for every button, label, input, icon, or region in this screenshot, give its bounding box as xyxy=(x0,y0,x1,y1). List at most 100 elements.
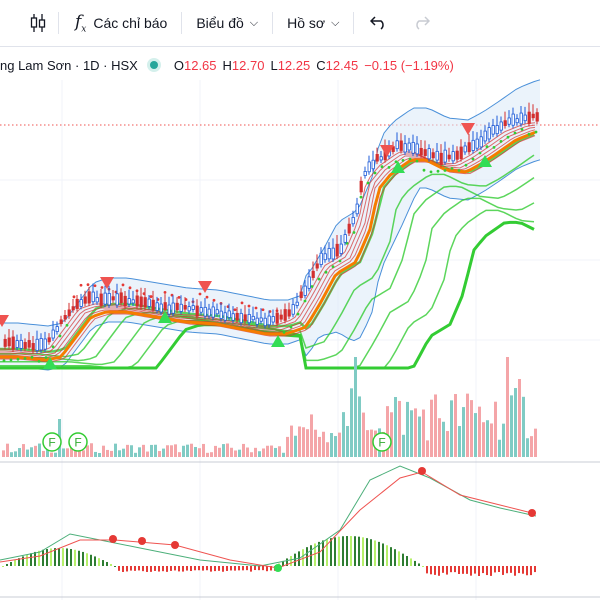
sar-dot xyxy=(212,298,216,302)
macd-histogram-bar xyxy=(530,566,532,576)
f-marker-label: F xyxy=(74,436,81,450)
macd-histogram-bar xyxy=(270,566,272,571)
symbol-title[interactable]: ng Lam Sơn · 1D · HSX xyxy=(0,57,138,73)
bollinger-lower-line xyxy=(0,159,541,371)
sar-dot xyxy=(254,306,258,310)
candle-body xyxy=(143,297,147,308)
candle-body xyxy=(199,307,203,313)
volume-bar xyxy=(150,444,153,457)
candle-body xyxy=(347,223,351,234)
macd-histogram-bar xyxy=(230,566,232,571)
macd-histogram-bar xyxy=(362,537,364,566)
macd-histogram-bar xyxy=(266,566,268,572)
volume-bar xyxy=(34,445,37,457)
chart-type-dropdown[interactable]: Biểu đồ ⌵ xyxy=(182,0,272,46)
high-value: 12.70 xyxy=(231,57,265,73)
macd-histogram-bar xyxy=(478,566,480,576)
sar-dot xyxy=(443,169,447,172)
volume-bar xyxy=(146,451,149,457)
volume-bar xyxy=(330,433,333,457)
macd-histogram-bar xyxy=(330,538,332,566)
volume-bar xyxy=(62,448,65,457)
profile-dropdown[interactable]: Hồ sơ ⌵ xyxy=(273,0,353,46)
volume-bar xyxy=(346,426,349,457)
macd-histogram-bar xyxy=(434,566,436,575)
macd-histogram-bar xyxy=(442,566,444,573)
sar-dot xyxy=(16,357,20,361)
volume-bar xyxy=(186,444,189,457)
candle-body xyxy=(115,293,119,306)
buy-signal-marker xyxy=(271,335,285,347)
volume-bar xyxy=(30,447,33,457)
sar-dot xyxy=(457,169,461,172)
macd-histogram-bar xyxy=(170,566,172,571)
candle-body xyxy=(111,296,115,301)
macd-histogram-bar xyxy=(314,543,316,566)
volume-bar xyxy=(430,399,433,457)
macd-histogram-bar xyxy=(358,536,360,566)
sar-dot xyxy=(387,166,391,169)
candle-body xyxy=(207,308,211,317)
macd-histogram-bar xyxy=(166,566,168,572)
sar-dot xyxy=(205,295,209,299)
volume-bar xyxy=(98,452,101,457)
volume-bar xyxy=(514,388,517,457)
macd-histogram-bar xyxy=(66,548,68,566)
macd-histogram-bar xyxy=(406,556,408,566)
sell-signal-marker xyxy=(198,281,212,293)
indicators-button[interactable]: fx Các chỉ báo xyxy=(59,0,181,46)
sar-dot xyxy=(2,359,6,362)
sar-dot xyxy=(149,295,153,298)
candle-body xyxy=(467,142,471,153)
volume-bar xyxy=(446,431,449,457)
volume-bar xyxy=(230,447,233,457)
candle-body xyxy=(523,114,527,122)
volume-bar xyxy=(322,431,325,457)
f-marker-circle xyxy=(68,432,88,452)
macd-histogram-bar xyxy=(382,543,384,566)
volume-bar xyxy=(450,400,453,457)
macd-histogram-bar xyxy=(414,560,416,566)
macd-histogram-bar xyxy=(322,540,324,566)
candle-body xyxy=(247,314,251,324)
macd-histogram-bar xyxy=(250,566,252,572)
volume-bar xyxy=(254,447,257,457)
volume-bar xyxy=(202,443,205,457)
toolbar-separator xyxy=(58,12,59,34)
sar-dot xyxy=(177,295,181,299)
candle-body xyxy=(479,136,483,148)
candle-body xyxy=(267,315,271,326)
sar-dot xyxy=(198,292,202,296)
volume-bar xyxy=(354,357,357,457)
candle-body xyxy=(491,125,495,135)
macd-histogram-bar xyxy=(78,550,80,566)
candle-body xyxy=(455,150,459,160)
candle-body xyxy=(183,305,187,310)
candle-body xyxy=(499,121,503,131)
macd-histogram-bar xyxy=(262,566,264,571)
sar-dot xyxy=(93,284,97,288)
macd-cross-dot xyxy=(528,509,536,517)
candle-body xyxy=(71,306,75,311)
volume-bar xyxy=(294,435,297,457)
candle-body xyxy=(39,338,43,351)
candle-body xyxy=(15,340,19,348)
macd-histogram-bar xyxy=(50,548,52,566)
candle-body xyxy=(91,291,95,303)
low-key: L xyxy=(270,57,278,73)
candle-body xyxy=(79,299,83,307)
candle-body xyxy=(151,299,155,311)
candle-body xyxy=(239,312,243,324)
candle-body xyxy=(535,112,539,122)
volume-bar xyxy=(286,436,289,457)
redo-button[interactable] xyxy=(400,0,442,46)
sar-dot xyxy=(233,308,237,312)
sar-dot xyxy=(261,308,265,312)
undo-button[interactable] xyxy=(354,0,400,46)
macd-histogram-bar xyxy=(430,566,432,575)
candle-body xyxy=(279,314,283,320)
sar-dot xyxy=(58,334,62,338)
chart-style-button[interactable] xyxy=(0,0,58,46)
